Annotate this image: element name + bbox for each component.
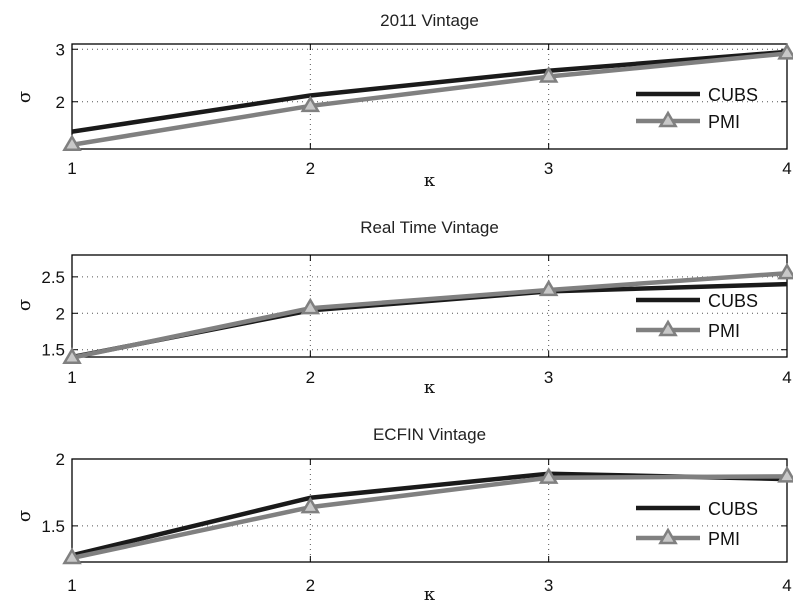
series-line-pmi: [72, 51, 788, 148]
x-tick-label: 3: [544, 159, 553, 178]
panel-title: Real Time Vintage: [360, 218, 499, 237]
data-point-pmi: [538, 467, 559, 484]
x-tick-label: 1: [67, 576, 76, 595]
y-tick-label: 1.5: [41, 517, 65, 536]
x-tick-label: 1: [67, 159, 76, 178]
series-line-pmi: [72, 270, 788, 360]
x-tick-label: 4: [782, 368, 791, 387]
panel-2: Real Time Vintage 1 2 3 4 1.5 2 2.5 κ σ CUBS PMI: [14, 218, 793, 398]
y-tick-label: 2: [56, 304, 65, 323]
panel-title: ECFIN Vintage: [373, 425, 486, 444]
data-point-pmi: [777, 262, 793, 280]
legend-label-cubs: CUBS: [708, 499, 758, 519]
legend-label-cubs: CUBS: [708, 291, 758, 311]
panel-1: 2011 Vintage 1 2 3 4 2 3 κ σ CUBS PMI: [14, 11, 793, 191]
data-point-pmi: [62, 347, 82, 364]
y-tick-label: 2: [56, 93, 65, 112]
axes-frame: [71, 43, 788, 150]
y-tick-label: 3: [56, 40, 65, 59]
x-axis-label: κ: [424, 170, 436, 191]
x-tick-label: 3: [544, 576, 553, 595]
x-tick-label: 4: [782, 159, 791, 178]
y-axis-label: σ: [14, 510, 35, 522]
data-point-pmi: [62, 547, 82, 565]
data-point-pmi: [300, 297, 321, 315]
data-point-pmi: [300, 496, 321, 514]
data-point-pmi: [300, 95, 321, 113]
y-tick-label: 2: [56, 450, 65, 469]
series-line-pmi: [72, 474, 788, 561]
x-tick-label: 1: [67, 368, 76, 387]
y-tick-label: 1.5: [41, 341, 65, 360]
data-point-pmi: [777, 42, 793, 60]
y-axis-label: σ: [14, 91, 35, 103]
x-tick-label: 2: [306, 159, 315, 178]
x-tick-label: 3: [544, 368, 553, 387]
x-axis-label: κ: [424, 584, 436, 603]
legend-label-cubs: CUBS: [708, 85, 758, 105]
x-tick-label: 4: [782, 576, 791, 595]
axes-frame: [71, 458, 788, 563]
legend-label-pmi: PMI: [708, 529, 740, 549]
legend-label-pmi: PMI: [708, 112, 740, 132]
data-point-pmi: [538, 279, 559, 297]
data-point-pmi: [777, 465, 793, 483]
legend-marker-pmi: [658, 110, 678, 128]
series-line-cubs: [72, 49, 788, 134]
series-line-cubs: [72, 471, 788, 558]
legend-marker-pmi: [658, 527, 678, 545]
data-point-pmi: [538, 66, 559, 83]
panel-3: ECFIN Vintage 1 2 3 4 1.5 2 κ σ CUBS PMI: [14, 425, 793, 603]
axes-frame: [71, 254, 788, 358]
legend-label-pmi: PMI: [708, 321, 740, 341]
y-axis-label: σ: [14, 299, 35, 311]
legend-marker-pmi: [658, 319, 678, 337]
data-point-pmi: [62, 134, 82, 152]
x-axis-label: κ: [424, 377, 436, 398]
x-tick-label: 2: [306, 368, 315, 387]
panel-title: 2011 Vintage: [380, 11, 479, 30]
y-tick-label: 2.5: [41, 268, 65, 287]
series-line-cubs: [72, 281, 788, 360]
x-tick-label: 2: [306, 576, 315, 595]
